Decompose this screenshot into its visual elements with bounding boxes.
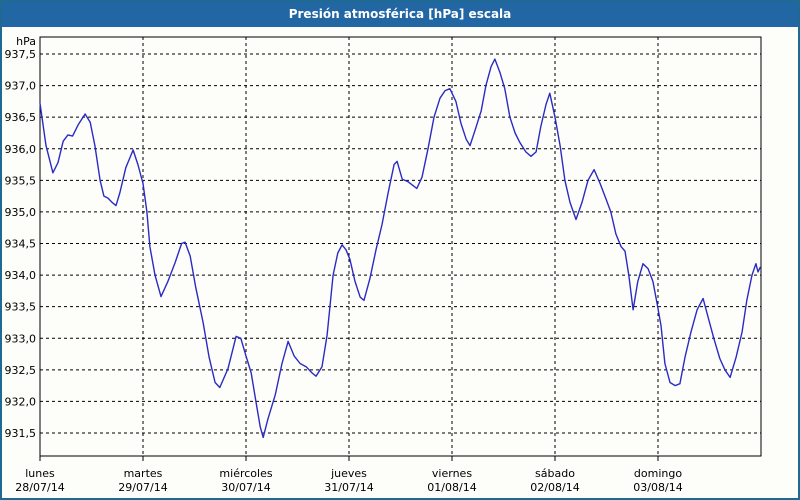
- y-tick-label: 933,5: [5, 301, 37, 314]
- y-tick-label: 932,5: [5, 364, 37, 377]
- y-tick-label: 936,5: [5, 111, 37, 124]
- day-date-label: 28/07/14: [15, 481, 64, 494]
- day-name-label: miércoles: [219, 467, 272, 480]
- y-tick-label: 937,5: [5, 48, 37, 61]
- y-axis-unit-label: hPa: [16, 35, 36, 48]
- y-tick-label: 934,0: [5, 269, 37, 282]
- y-tick-label: 933,0: [5, 332, 37, 345]
- title-bar: Presión atmosférica [hPa] escala: [2, 2, 798, 27]
- day-date-label: 03/08/14: [633, 481, 682, 494]
- day-name-label: viernes: [432, 467, 472, 480]
- y-tick-label: 935,0: [5, 206, 37, 219]
- day-name-label: domingo: [634, 467, 682, 480]
- y-tick-label: 936,0: [5, 143, 37, 156]
- day-name-label: jueves: [330, 467, 367, 480]
- y-tick-label: 931,5: [5, 427, 37, 440]
- day-date-label: 31/07/14: [324, 481, 373, 494]
- pressure-line: [39, 58, 761, 439]
- day-name-label: sábado: [535, 467, 575, 480]
- plot-border: [39, 36, 762, 457]
- y-tick-label: 937,0: [5, 80, 37, 93]
- day-date-label: 30/07/14: [221, 481, 270, 494]
- day-name-label: martes: [124, 467, 163, 480]
- chart-area: 937,5 937,0 936,5 936,0 935,5 935,0 934,5 934,0…: [2, 27, 798, 498]
- day-date-label: 29/07/14: [118, 481, 167, 494]
- day-date-label: 01/08/14: [427, 481, 476, 494]
- chart-svg: 937,5 937,0 936,5 936,0 935,5 935,0 934,5 934,0…: [5, 35, 762, 494]
- day-date-label: 02/08/14: [530, 481, 579, 494]
- day-name-label: lunes: [25, 467, 55, 480]
- y-tick-label: 935,5: [5, 174, 37, 187]
- y-tick-label: 932,0: [5, 395, 37, 408]
- y-tick-label: 934,5: [5, 238, 37, 251]
- window-title: Presión atmosférica [hPa] escala: [288, 7, 512, 21]
